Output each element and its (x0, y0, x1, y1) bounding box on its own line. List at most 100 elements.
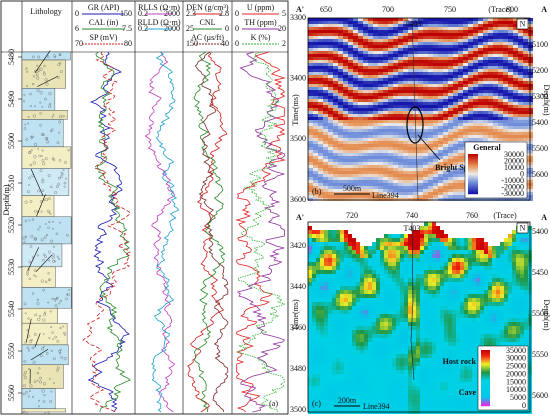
seismic-cell (438, 18, 443, 21)
seismic-cell (448, 24, 453, 27)
cave-cell (412, 270, 416, 274)
seismic-cell (393, 99, 398, 102)
seismic-cell (338, 60, 343, 63)
seismic-cell (398, 159, 403, 162)
cave-cell (484, 342, 488, 346)
cave-cell (324, 286, 328, 290)
cave-cell (500, 338, 504, 342)
seismic-cell (488, 129, 493, 132)
seismic-cell (358, 171, 363, 174)
seismic-cell (403, 156, 408, 159)
cave-cell (460, 314, 464, 318)
seismic-cell (353, 147, 358, 150)
grain (48, 250, 52, 254)
seismic-cell (403, 54, 408, 57)
seismic-cell (498, 21, 503, 24)
cave-cell (524, 270, 528, 274)
seismic-cell (408, 123, 413, 126)
seismic-cell (433, 48, 438, 51)
cave-cell (376, 266, 380, 270)
grain (44, 157, 48, 161)
lithology-bed (21, 408, 67, 413)
cave-cell (480, 266, 484, 270)
seismic-cell (453, 27, 458, 30)
cave-cell (456, 330, 460, 334)
seismic-cell (328, 144, 333, 147)
seismic-cell (423, 66, 428, 69)
seismic-cell (308, 69, 313, 72)
seismic-cell (433, 126, 438, 129)
seismic-cell (423, 45, 428, 48)
cave-cell (340, 326, 344, 330)
cave-cell (452, 330, 456, 334)
cave-cell (472, 330, 476, 334)
grain (60, 356, 64, 359)
seismic-cell (458, 57, 463, 60)
cave-cell (400, 318, 404, 322)
seismic-cell (318, 165, 323, 168)
seismic-cell (453, 192, 458, 195)
cave-cell (340, 266, 344, 270)
seismic-cell (418, 159, 423, 162)
seismic-cell (423, 126, 428, 129)
seismic-cell (433, 198, 438, 201)
seismic-cell (413, 75, 418, 78)
seismic-cell (503, 60, 508, 63)
cave-cell (500, 262, 504, 266)
log-curve (151, 51, 180, 413)
seismic-cell (508, 126, 513, 129)
seismic-cell (403, 90, 408, 93)
cave-cell (456, 302, 460, 306)
cave-cell (320, 338, 324, 342)
cave-cell (460, 274, 464, 278)
seismic-cell (443, 78, 448, 81)
seismic-cell (483, 45, 488, 48)
seismic-cell (368, 141, 373, 144)
seismic-cell (323, 72, 328, 75)
seismic-cell (453, 102, 458, 105)
cave-cell (500, 334, 504, 338)
seismic-cell (498, 129, 503, 132)
seismic-cell (508, 69, 513, 72)
seismic-cell (353, 159, 358, 162)
seismic-cell (368, 105, 373, 108)
seismic-cell (508, 111, 513, 114)
cave-cell (324, 238, 328, 242)
grain (60, 70, 63, 73)
seismic-cell (378, 174, 383, 177)
seismic-cell (413, 30, 418, 33)
cave-cell (424, 330, 428, 334)
seismic-cell (313, 36, 318, 39)
cave-cell (468, 266, 472, 270)
seismic-cell (453, 36, 458, 39)
cave-cell (320, 298, 324, 302)
seismic-cell (448, 180, 453, 183)
seismic-cell (358, 165, 363, 168)
cave-cell (476, 310, 480, 314)
cave-cell (476, 330, 480, 334)
seismic-cell (423, 87, 428, 90)
cave-cell (444, 262, 448, 266)
cave-cell (516, 334, 520, 338)
seismic-cell (443, 177, 448, 180)
cave-cell (460, 250, 464, 254)
seismic-cell (338, 168, 343, 171)
cave-cell (392, 302, 396, 306)
seismic-cell (443, 132, 448, 135)
cave-cell (396, 346, 400, 350)
cave-cell (432, 302, 436, 306)
grain (42, 258, 45, 262)
cave-cell (424, 230, 428, 234)
cave-cell (432, 334, 436, 338)
cave-cell (416, 250, 420, 254)
seismic-cell (453, 189, 458, 192)
cave-cell (396, 302, 400, 306)
seismic-cell (343, 165, 348, 168)
seismic-cell (343, 78, 348, 81)
cave-cell (508, 318, 512, 322)
seismic-cell (348, 60, 353, 63)
cave-cell (392, 238, 396, 242)
cave-cell (388, 226, 392, 230)
cave-cell (308, 274, 312, 278)
seismic-cell (418, 153, 423, 156)
